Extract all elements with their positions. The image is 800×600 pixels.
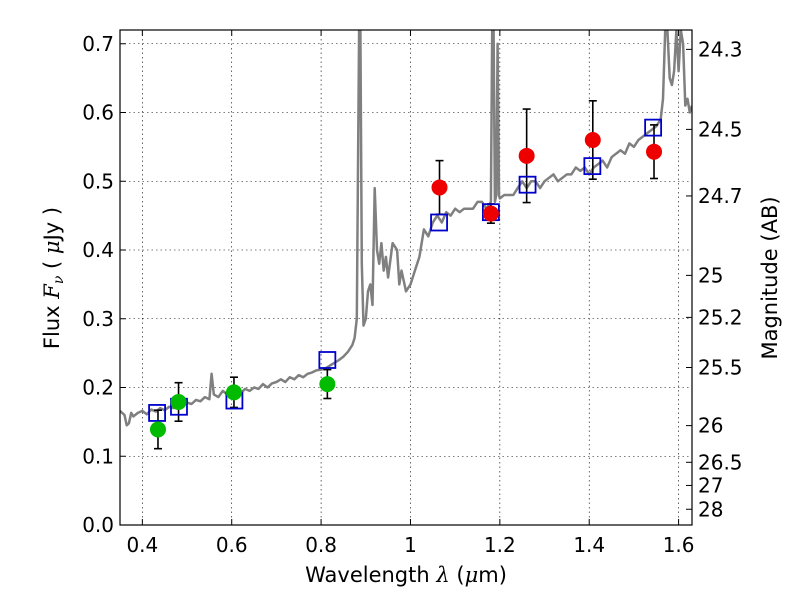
grid [120, 30, 692, 526]
red-data-point [518, 147, 535, 164]
y-tick-label: 0.7 [82, 32, 114, 56]
tick-layer: 0.4 0.6 0.8 1 1.2 1.4 1.6 0.0 0.1 0.2 0.3 0.4 0.5 0.6… [82, 30, 743, 557]
x-tick-label: 1.6 [663, 533, 695, 557]
mag-tick-label: 24.3 [698, 37, 743, 61]
model-square-marker [148, 404, 166, 422]
y-tick-label: 0.1 [82, 444, 114, 468]
x-tick-label: 1.2 [484, 533, 516, 557]
red-data-point [646, 143, 663, 160]
x-tick-label: 1.4 [573, 533, 605, 557]
model-square-marker [318, 351, 337, 369]
red-data-point [584, 132, 601, 148]
mag-tick-label: 28 [698, 497, 723, 521]
y-tick-label: 0.0 [82, 513, 114, 537]
y-tick-label: 0.5 [82, 169, 114, 193]
x-tick-label: 0.8 [305, 533, 337, 557]
green-data-point [170, 393, 187, 410]
y-tick-label: 0.3 [82, 307, 114, 331]
mag-tick-label: 26.5 [698, 450, 743, 474]
green-data-point [319, 376, 336, 393]
spectrum-line [120, 30, 692, 427]
mag-tick-label: 25.5 [698, 356, 743, 380]
x-tick-label: 0.4 [126, 533, 158, 557]
mag-tick-label: 24.7 [698, 184, 743, 208]
red-data-point [431, 179, 448, 196]
y-tick-label: 0.4 [82, 238, 114, 262]
green-data-point [225, 384, 242, 401]
mag-tick-label: 27 [698, 473, 723, 497]
model-square-marker [518, 175, 537, 194]
red-data-point [482, 205, 499, 222]
green-data-point [149, 421, 166, 438]
x-axis-label: Wavelength λ (μm) [305, 563, 507, 587]
model-square-marker [583, 157, 602, 176]
plot-frame [119, 29, 693, 526]
x-tick-label: 0.6 [216, 533, 248, 557]
mag-tick-label: 26 [698, 414, 723, 438]
y-axis-label: Flux Fν ( μJy ) [40, 207, 67, 349]
y2-axis-label: Magnitude (AB) [758, 196, 782, 359]
marker-layer [148, 118, 663, 438]
spectrum-layer [120, 30, 692, 427]
x-tick-label: 1 [404, 533, 417, 557]
y-tick-label: 0.6 [82, 101, 114, 125]
model-square-marker [644, 118, 663, 137]
mag-tick-label: 25 [698, 263, 723, 287]
mag-tick-label: 25.2 [698, 305, 743, 329]
y-tick-label: 0.2 [82, 376, 114, 400]
model-square-marker [430, 213, 448, 232]
mag-tick-label: 24.5 [698, 117, 743, 141]
